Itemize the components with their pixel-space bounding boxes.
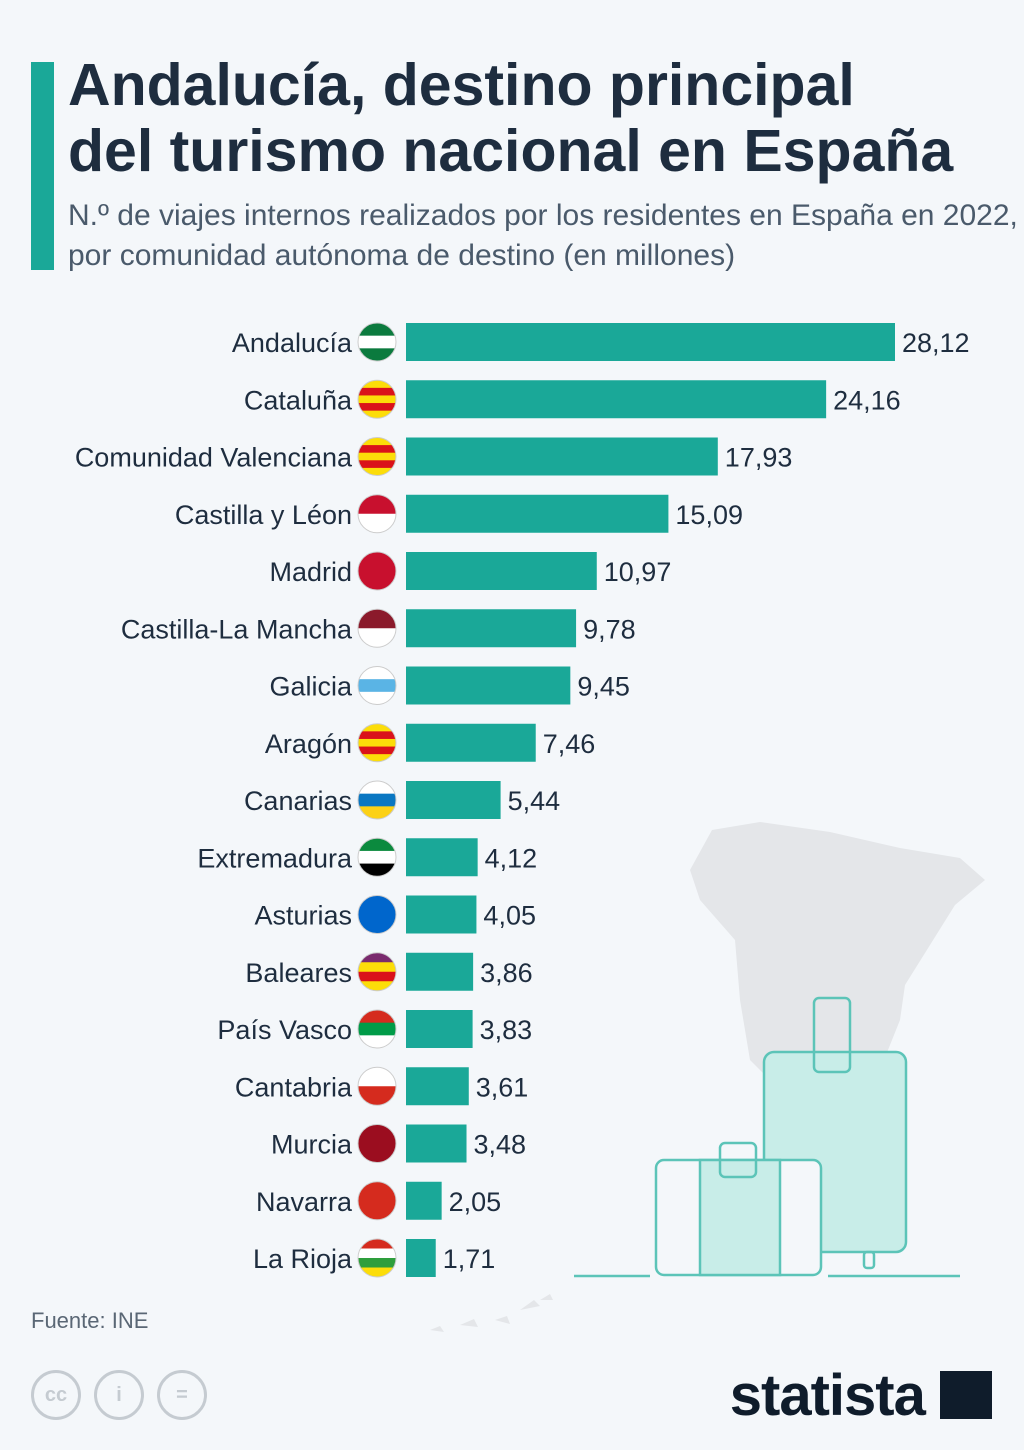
value-label: 7,46 <box>543 729 596 759</box>
category-label: Baleares <box>245 958 352 988</box>
bar <box>406 781 501 819</box>
category-label: Comunidad Valenciana <box>75 443 353 473</box>
value-label: 17,93 <box>725 443 793 473</box>
bar <box>406 666 571 705</box>
category-label: Andalucía <box>232 328 353 358</box>
bar <box>406 1124 467 1163</box>
source-note: Fuente: INE <box>31 1308 149 1333</box>
value-label: 3,83 <box>480 1015 533 1045</box>
value-label: 28,12 <box>902 328 970 358</box>
region-flag-icon <box>358 895 396 934</box>
statista-logo[interactable]: statista <box>730 1362 992 1429</box>
region-flag-icon <box>358 1124 396 1163</box>
region-flag-icon <box>358 323 396 361</box>
region-flag-icon <box>358 609 396 648</box>
bar <box>406 723 536 762</box>
category-label: Murcia <box>271 1130 353 1160</box>
title-accent-bar <box>31 62 54 270</box>
region-flag-icon <box>358 781 396 819</box>
value-label: 4,05 <box>483 901 536 931</box>
category-label: Asturias <box>254 901 352 931</box>
category-label: Extremadura <box>197 843 353 873</box>
value-label: 4,12 <box>485 843 538 873</box>
category-label: Madrid <box>269 557 352 587</box>
cc-icon[interactable]: cc <box>31 1370 81 1420</box>
spain-map <box>690 822 985 1085</box>
value-label: 1,71 <box>443 1244 496 1274</box>
region-flag-icon <box>358 723 396 762</box>
bar <box>406 895 477 934</box>
attribution-icon[interactable]: i <box>94 1370 144 1420</box>
value-label: 24,16 <box>833 385 901 415</box>
chart-title: Andalucía, destino principal del turismo … <box>68 52 953 184</box>
category-label: La Rioja <box>253 1244 353 1274</box>
value-label: 3,48 <box>474 1130 527 1160</box>
value-label: 5,44 <box>508 786 561 816</box>
value-label: 3,86 <box>480 958 533 988</box>
statista-logo-icon <box>940 1371 992 1419</box>
value-label: 9,78 <box>583 614 636 644</box>
bar <box>406 609 577 648</box>
bar <box>406 1239 436 1277</box>
bar <box>406 437 718 476</box>
category-label: Cantabria <box>235 1072 353 1102</box>
region-flag-icon <box>358 1181 396 1220</box>
chart-subtitle: N.º de viajes internos realizados por lo… <box>68 199 1018 272</box>
region-flag-icon <box>358 494 396 533</box>
region-flag-icon <box>358 1067 396 1106</box>
no-derivatives-icon[interactable]: = <box>157 1370 207 1420</box>
region-flag-icon <box>358 437 396 476</box>
bar <box>406 323 895 361</box>
region-flag-icon <box>358 666 396 705</box>
category-label: Castilla-La Mancha <box>121 614 353 644</box>
category-label: Navarra <box>256 1187 353 1217</box>
value-label: 3,61 <box>476 1072 529 1102</box>
category-label: Castilla y Léon <box>175 500 352 530</box>
title-line-2: del turismo nacional en España <box>68 118 954 184</box>
region-flag-icon <box>358 552 396 590</box>
region-flag-icon <box>358 838 396 877</box>
value-label: 10,97 <box>604 557 672 587</box>
bar <box>406 552 597 590</box>
category-label: País Vasco <box>217 1015 352 1045</box>
bar <box>406 1010 473 1048</box>
value-label: 15,09 <box>675 500 743 530</box>
value-label: 2,05 <box>449 1187 502 1217</box>
category-label: Galicia <box>269 672 353 702</box>
region-flag-icon <box>358 952 396 991</box>
region-flag-icon <box>358 380 396 419</box>
logo-text: statista <box>729 1363 926 1428</box>
bar <box>406 1067 469 1106</box>
bar <box>406 838 478 877</box>
bar <box>406 1181 442 1220</box>
category-label: Cataluña <box>244 385 353 415</box>
value-label: 9,45 <box>577 672 630 702</box>
category-label: Aragón <box>265 729 352 759</box>
bar <box>406 380 827 419</box>
region-flag-icon <box>358 1010 396 1048</box>
category-label: Canarias <box>244 786 352 816</box>
bar <box>406 494 669 533</box>
region-flag-icon <box>358 1239 396 1277</box>
bar <box>406 952 474 991</box>
title-line-1: Andalucía, destino principal <box>68 52 855 118</box>
